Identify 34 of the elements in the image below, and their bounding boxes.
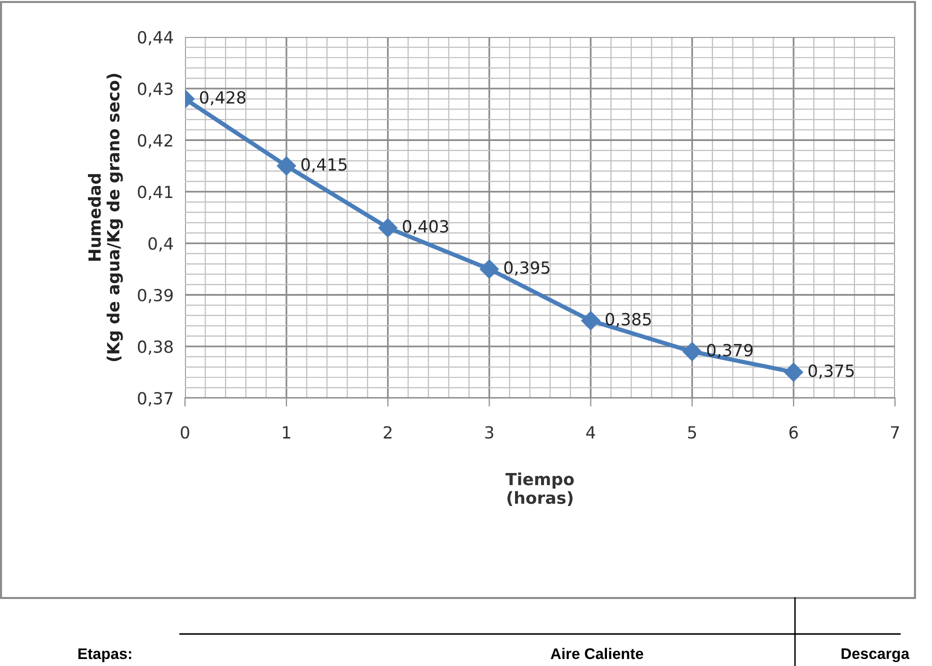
- text: Descarga: [842, 648, 910, 662]
- y-tick-label: 0,4: [148, 237, 173, 252]
- data-label: 0,403: [402, 220, 448, 234]
- x-tick-label: 4: [586, 426, 596, 438]
- point: [581, 311, 600, 330]
- y-tick-label: 0,37: [138, 392, 172, 406]
- data-label: 0,415: [301, 158, 347, 172]
- y-tick-label: 0,39: [138, 288, 173, 304]
- y-axis-title: Humedad (Kg de agua/Kg de grano seco): [88, 74, 123, 362]
- text: Aire Caliente: [550, 648, 644, 660]
- y-tick-label: 0,44: [138, 30, 173, 46]
- y-tick-label: 0,38: [138, 340, 173, 355]
- x-tick-label: 1: [282, 426, 290, 438]
- x-tick-label: 2: [384, 426, 392, 438]
- data-label: 0,395: [504, 261, 550, 276]
- point: [276, 156, 296, 176]
- point: [682, 342, 702, 362]
- x-tick-label: 7: [891, 426, 899, 438]
- point: [784, 362, 804, 382]
- text: Etapas:: [78, 648, 132, 662]
- y-tick-label: 0,41: [138, 186, 172, 200]
- y-tick-label: 0,42: [138, 134, 172, 148]
- data-label: 0,375: [808, 364, 854, 379]
- point: [480, 260, 499, 279]
- x-tick-label: 5: [688, 426, 696, 439]
- x-tick-label: 3: [485, 426, 494, 439]
- data-label: 0,385: [606, 312, 651, 328]
- x-axis-title: Tiempo (horas): [506, 472, 574, 506]
- data-label: 0,379: [707, 344, 753, 358]
- point: [378, 218, 398, 238]
- data-label: 0,428: [200, 91, 246, 106]
- y-tick-label: 0,43: [138, 82, 173, 97]
- x-tick-label: 6: [789, 426, 798, 439]
- x-tick-label: 0: [180, 426, 190, 439]
